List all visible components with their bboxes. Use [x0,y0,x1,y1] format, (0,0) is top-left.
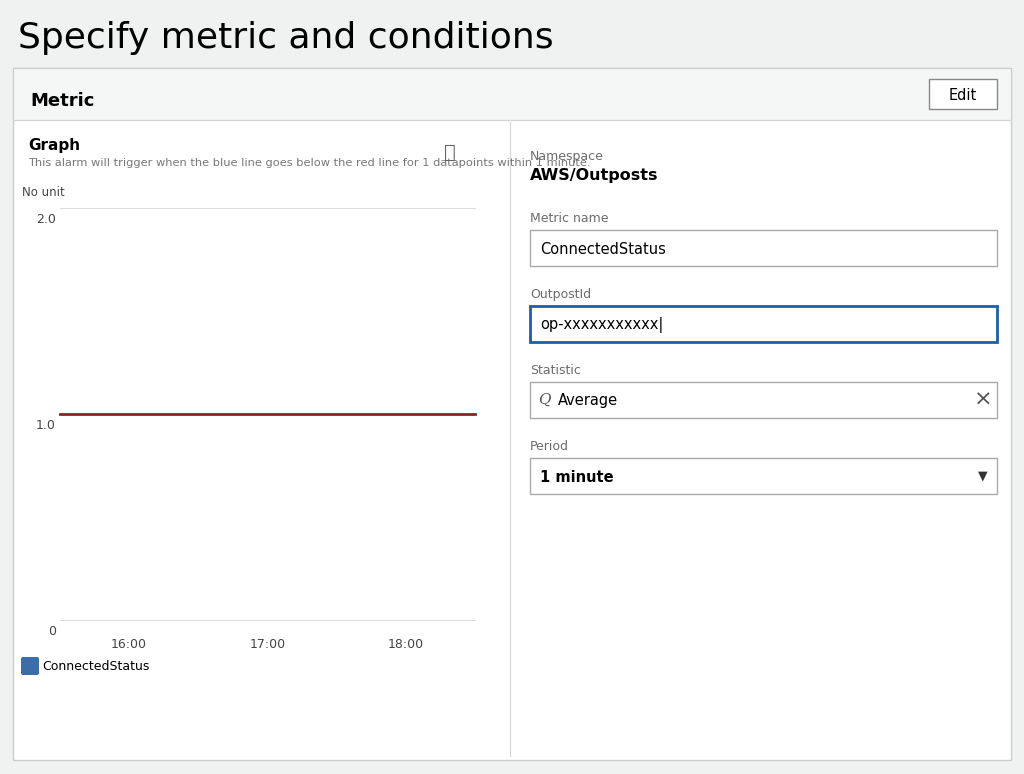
Text: ConnectedStatus: ConnectedStatus [42,660,150,673]
Text: 17:00: 17:00 [250,638,286,651]
Text: 1 minute: 1 minute [540,470,613,485]
Text: Edit: Edit [949,87,977,102]
FancyBboxPatch shape [0,0,1024,65]
Text: OutpostId: OutpostId [530,288,591,301]
Text: Average: Average [558,393,618,409]
Text: Q: Q [538,393,550,407]
Text: AWS/Outposts: AWS/Outposts [530,168,658,183]
Text: op-xxxxxxxxxxx|: op-xxxxxxxxxxx| [540,317,664,333]
FancyBboxPatch shape [530,458,997,494]
Text: 2.0: 2.0 [36,213,56,226]
Text: 16:00: 16:00 [112,638,147,651]
FancyBboxPatch shape [13,68,1011,760]
FancyBboxPatch shape [13,68,1011,120]
FancyBboxPatch shape [530,382,997,418]
Text: Graph: Graph [28,138,80,153]
Text: This alarm will trigger when the blue line goes below the red line for 1 datapoi: This alarm will trigger when the blue li… [28,158,591,168]
FancyBboxPatch shape [22,657,39,675]
FancyBboxPatch shape [530,230,997,266]
Text: ×: × [974,390,992,410]
Text: 18:00: 18:00 [388,638,424,651]
Text: ConnectedStatus: ConnectedStatus [540,241,666,256]
Text: Metric name: Metric name [530,212,608,225]
Text: Period: Period [530,440,569,453]
FancyBboxPatch shape [530,306,997,342]
Text: Namespace: Namespace [530,150,604,163]
Text: 0: 0 [48,625,56,638]
Text: ▼: ▼ [978,470,988,482]
Text: 1.0: 1.0 [36,419,56,432]
Text: Specify metric and conditions: Specify metric and conditions [18,21,554,55]
Text: No unit: No unit [22,186,65,199]
Text: Statistic: Statistic [530,364,581,377]
Text: ⤢: ⤢ [444,143,456,162]
FancyBboxPatch shape [929,79,997,109]
Text: Metric: Metric [30,92,94,110]
